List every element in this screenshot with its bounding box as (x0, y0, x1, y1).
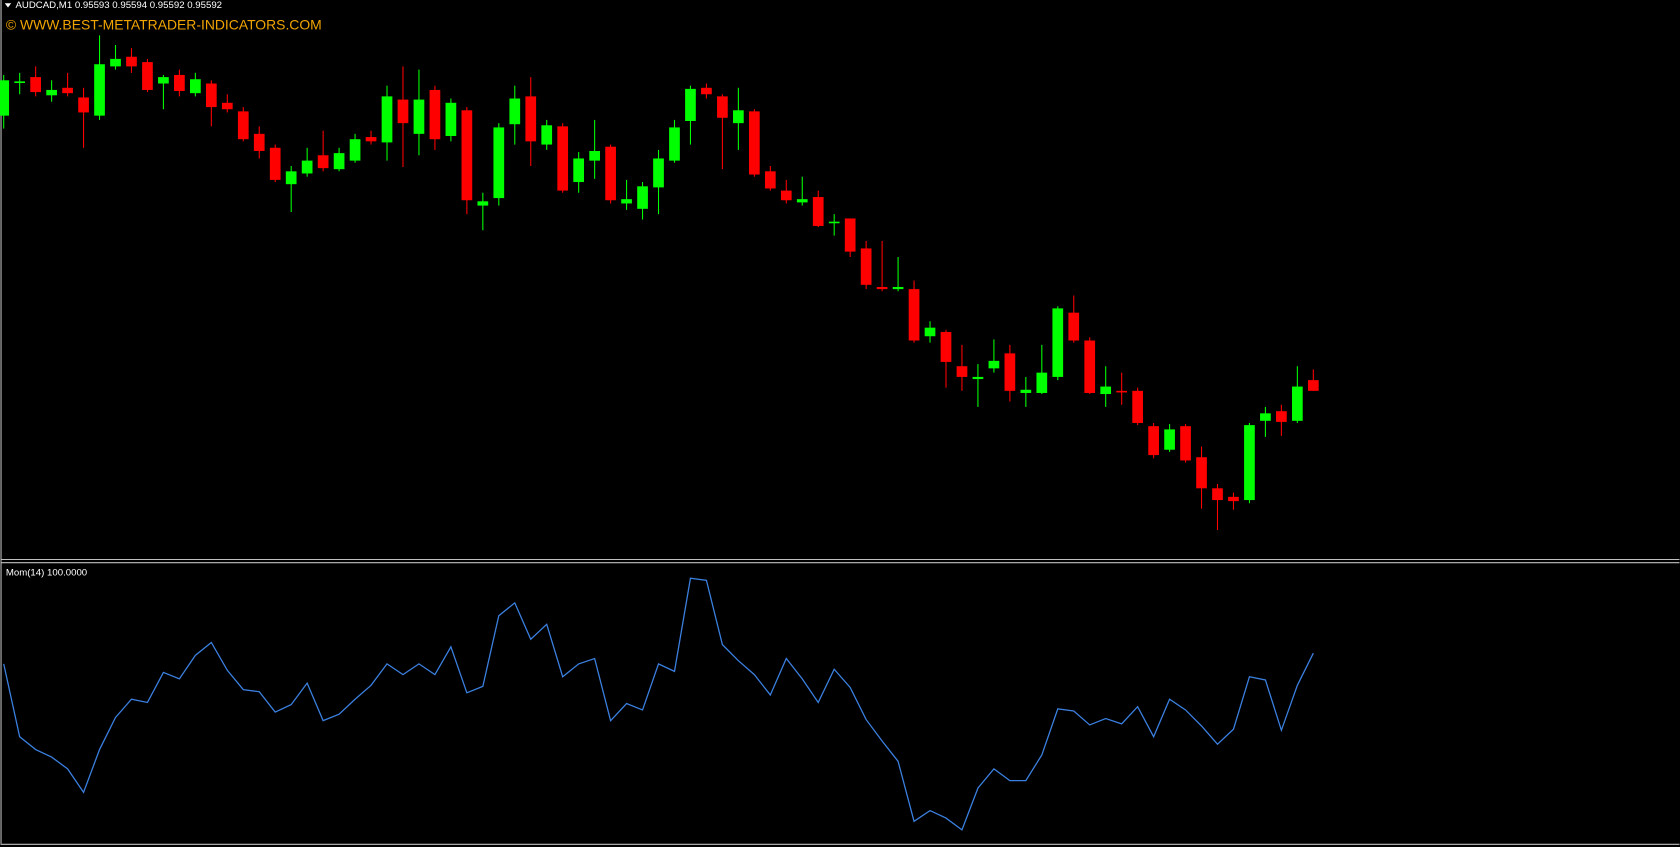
candle-body (1276, 411, 1287, 422)
candle-body (62, 87, 73, 94)
candle-body (748, 111, 760, 175)
candle-body (126, 56, 137, 67)
candle-body (1036, 372, 1048, 393)
candle-body (14, 81, 26, 83)
candle-body (669, 127, 680, 161)
candle-body (541, 125, 553, 145)
candle-body (812, 197, 824, 226)
candle-body (174, 74, 185, 92)
candle-body (780, 190, 792, 201)
candle-body (860, 248, 872, 285)
candle-body (142, 62, 153, 90)
candle-body (493, 127, 505, 199)
candle-body (365, 137, 377, 142)
candle-body (317, 155, 329, 169)
candle-body (1004, 353, 1016, 391)
candle-body (1164, 429, 1175, 450)
candle-body (733, 110, 744, 124)
candle-body (1068, 312, 1080, 341)
candle-body (158, 77, 169, 84)
candle-body (908, 289, 920, 341)
momentum-line (3, 577, 1314, 831)
menu-icon[interactable] (4, 3, 12, 8)
candle-body (940, 331, 952, 362)
indicator-label: Mom(14) 100.0000 (6, 567, 87, 578)
candle-body (653, 158, 664, 188)
candle-body (1212, 488, 1223, 501)
candle-body (876, 286, 888, 290)
candle-body (429, 89, 441, 140)
watermark: © WWW.BEST-METATRADER-INDICATORS.COM (6, 16, 322, 32)
candle-body (333, 153, 345, 170)
candle-body (573, 158, 585, 183)
candle-body (924, 327, 936, 337)
candle-body (972, 376, 984, 380)
candle-body (956, 366, 968, 377)
candle-body (269, 147, 281, 180)
candle-body (397, 99, 409, 124)
candle-body (78, 97, 89, 113)
candle-body (525, 96, 537, 142)
candle-body (637, 186, 648, 209)
candle-body (477, 201, 489, 206)
candle-body (381, 96, 393, 143)
candle-body (988, 360, 1000, 369)
candle-body (1100, 386, 1112, 395)
momentum-pane (3, 577, 1314, 831)
candle-body (110, 58, 121, 67)
candle-body (190, 79, 201, 94)
candle-body (1260, 413, 1271, 421)
candle-body (589, 150, 600, 161)
candle-body (1132, 390, 1143, 423)
candle-body (844, 218, 856, 252)
candle-body (30, 77, 42, 93)
candle-body (717, 96, 728, 118)
candle-body (0, 80, 10, 116)
candle-body (605, 146, 616, 201)
candle-body (301, 160, 313, 174)
candle-body (1244, 425, 1255, 501)
candle-body (237, 111, 249, 140)
candle-body (46, 89, 57, 96)
candle-body (892, 286, 904, 290)
candle-body (253, 133, 265, 151)
candle-body (221, 102, 233, 110)
candle-body (1196, 457, 1207, 489)
candle-body (1148, 426, 1159, 456)
candle-body (621, 199, 632, 204)
candle-body (828, 221, 840, 224)
candle-body (1228, 496, 1239, 502)
candle-body (796, 199, 808, 203)
candle-body (1116, 390, 1128, 393)
candle-body (1020, 389, 1032, 393)
candles (0, 35, 1319, 531)
candle-body (205, 83, 217, 108)
candle-body (701, 87, 712, 95)
candle-body (509, 98, 521, 125)
candle-body (1180, 426, 1191, 461)
candle-body (413, 99, 425, 134)
candle-body (1307, 380, 1319, 391)
candle-body (685, 88, 696, 121)
candle-body (1084, 340, 1096, 393)
symbol-header: AUDCAD,M1 0.95593 0.95594 0.95592 0.9559… (15, 0, 222, 11)
candle-body (557, 126, 569, 191)
candle-body (445, 102, 457, 136)
candle-body (94, 64, 105, 116)
candle-body (349, 139, 361, 161)
candle-body (1052, 308, 1064, 377)
candle-body (285, 171, 297, 185)
candle-body (764, 171, 776, 189)
candle-body (461, 110, 473, 201)
candle-body (1291, 386, 1303, 421)
